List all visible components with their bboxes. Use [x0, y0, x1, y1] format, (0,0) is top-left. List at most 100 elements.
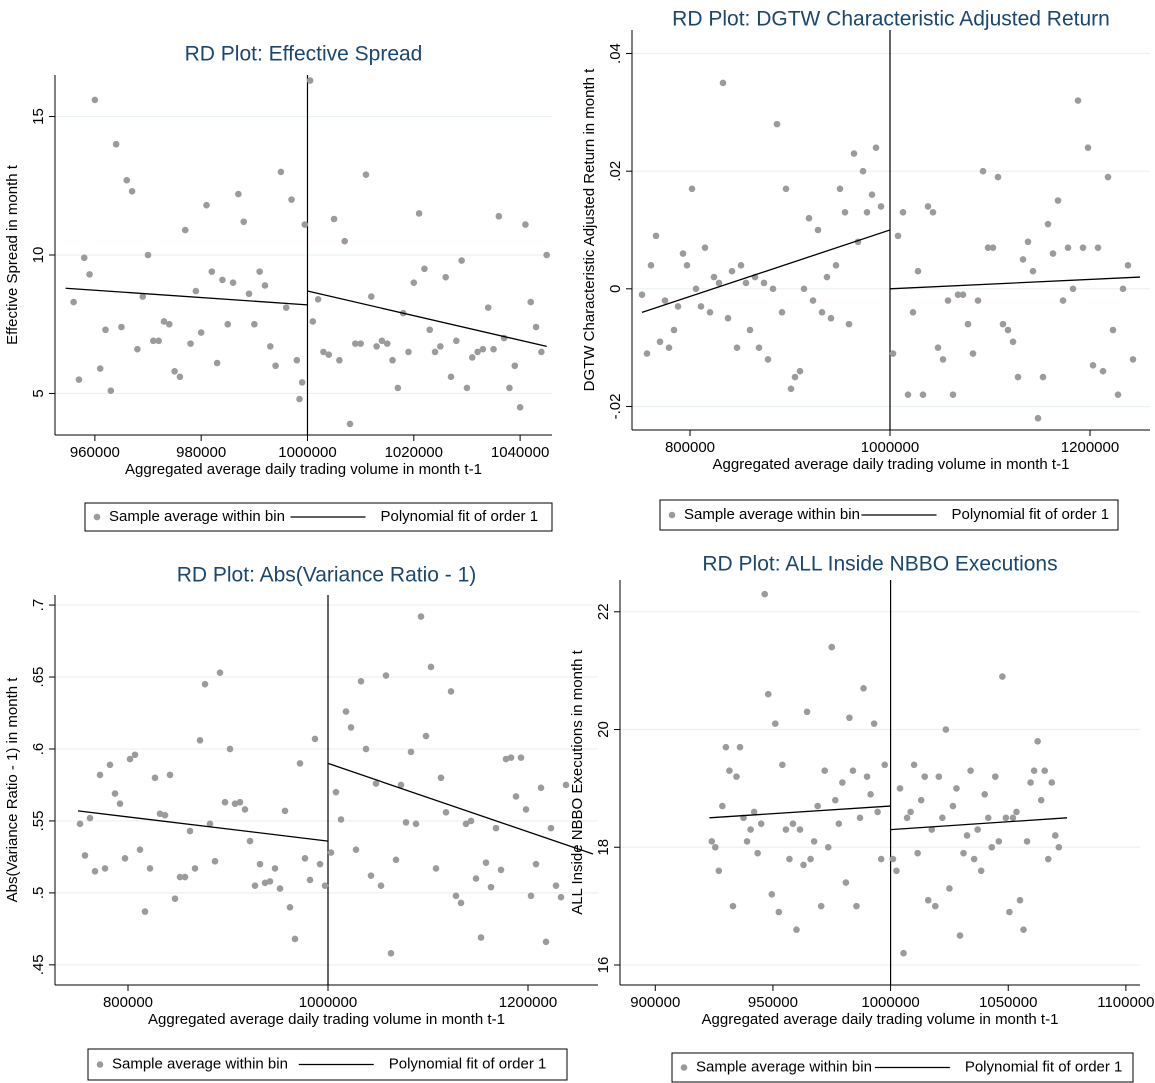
scatter-point [452, 892, 460, 900]
scatter-point [477, 934, 485, 941]
scatter-point [155, 337, 162, 345]
fit-line [709, 805, 1068, 831]
scatter-point [921, 773, 929, 780]
scatter-point [337, 816, 345, 823]
scatter-point [863, 209, 871, 216]
scatter-point [107, 387, 115, 394]
scatter-point [336, 356, 343, 364]
scatter-point [910, 761, 918, 769]
scatter-point [786, 855, 793, 863]
scatter-point [203, 201, 210, 209]
scatter-point [136, 846, 144, 854]
scatter-point [1024, 238, 1032, 246]
scatter-point [942, 726, 950, 733]
scatter-point [643, 350, 651, 357]
scatter-point [768, 891, 776, 898]
scatter-point [321, 882, 329, 890]
scatter-point [402, 819, 410, 826]
scatter-point [251, 882, 259, 890]
scatter-point [863, 773, 871, 780]
chart-title: RD Plot: Abs(Variance Ratio - 1) [177, 564, 477, 587]
scatter-point [782, 826, 790, 833]
scatter-point [387, 950, 395, 957]
scatter-point [807, 855, 814, 863]
scatter-point [562, 781, 570, 789]
fit-line [641, 229, 1141, 313]
scatter-point [1013, 808, 1020, 816]
y-tick-label: .5 [30, 887, 47, 900]
scatter-point [661, 297, 669, 304]
x-tick-label: 980000 [176, 444, 226, 461]
scatter-point [1119, 285, 1127, 293]
scatter-point [1074, 97, 1082, 104]
scatter-point [96, 365, 104, 372]
scatter-point [431, 348, 439, 356]
scatter-point [1051, 832, 1059, 839]
x-axis-title: Aggregated average daily trading volume … [125, 461, 482, 478]
fit-line [77, 762, 594, 855]
scatter-point [382, 672, 390, 679]
scatter-point [320, 348, 327, 356]
scatter-point [296, 760, 304, 767]
scatter-point [102, 326, 109, 334]
scatter-point [1069, 285, 1077, 293]
scatter-point [856, 814, 864, 822]
scatter-point [647, 261, 655, 269]
scatter-point [462, 820, 470, 828]
scatter-point [377, 882, 385, 890]
scatter-point [737, 261, 745, 269]
scatter-point [970, 855, 978, 863]
scatter-point [101, 865, 109, 872]
scatter-point [836, 185, 844, 193]
scatter-point [1079, 244, 1087, 251]
scatter-point [1023, 838, 1031, 845]
scatter-point [118, 323, 125, 331]
scatter-point [1020, 926, 1027, 933]
legend-marker [96, 1061, 104, 1068]
scatter-point [291, 935, 299, 943]
scatter-point [226, 745, 234, 753]
scatter-point [206, 820, 214, 828]
scatter-point [490, 345, 497, 353]
y-tick-label: .04 [607, 43, 624, 64]
scatter-point [201, 680, 209, 688]
scatter-point [123, 176, 131, 184]
scatter-point [715, 279, 723, 287]
scatter-point [874, 808, 881, 816]
scatter-point [728, 267, 736, 275]
fit-line [65, 287, 547, 348]
scatter-point [867, 790, 874, 798]
legend-label: Polynomial fit of order 1 [952, 506, 1110, 523]
scatter-point [166, 771, 174, 779]
scatter-point [298, 379, 306, 386]
scatter-point [325, 351, 333, 358]
scatter-point [81, 852, 89, 859]
scatter-point [828, 643, 836, 651]
scatter-point [288, 196, 295, 203]
scatter-point [1054, 197, 1062, 204]
scatter-point [1104, 173, 1112, 181]
scatter-point [492, 824, 500, 832]
scatter-point [909, 309, 917, 316]
scatter-point [502, 755, 510, 763]
scatter-point [946, 885, 953, 892]
scatter-point [870, 720, 878, 727]
scatter-point [128, 188, 136, 195]
scatter-point [789, 820, 797, 828]
scatter-point [778, 309, 786, 316]
scatter-point [1044, 855, 1052, 863]
scatter-point [919, 391, 927, 399]
scatter-point [1055, 843, 1063, 851]
scatter-point [991, 773, 999, 780]
scatter-point [845, 320, 853, 328]
scatter-point [719, 802, 726, 810]
scatter-point [467, 817, 475, 825]
scatter-point [266, 878, 274, 885]
scatter-point [357, 340, 364, 347]
scatter-point [511, 362, 519, 370]
scatter-point [969, 350, 977, 357]
scatter-point [746, 326, 754, 334]
scatter-point [394, 384, 402, 392]
scatter-point [442, 273, 449, 281]
scatter-point [146, 865, 154, 872]
